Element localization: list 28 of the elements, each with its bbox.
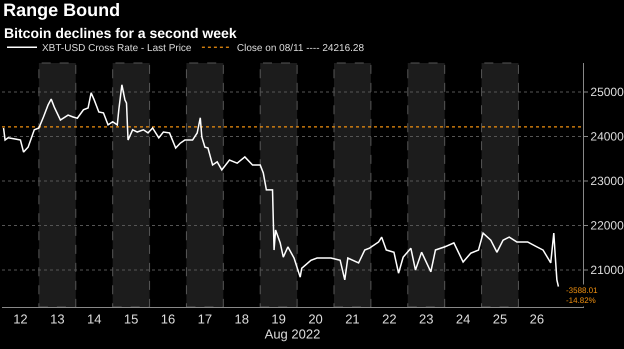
annotation: -3588.01 bbox=[566, 286, 598, 295]
x-tick-label: 22 bbox=[382, 312, 397, 327]
x-tick-label: 13 bbox=[50, 312, 65, 327]
x-tick-label: 21 bbox=[345, 312, 360, 327]
x-tick-label: 24 bbox=[456, 312, 470, 327]
x-tick-label: 17 bbox=[198, 312, 212, 327]
x-tick-label: 12 bbox=[13, 312, 28, 327]
x-tick-label: 18 bbox=[234, 312, 250, 327]
line-series bbox=[2, 84, 560, 288]
x-tick-label: 23 bbox=[418, 312, 434, 327]
x-tick-label: 16 bbox=[160, 312, 176, 327]
x-tick-label: 19 bbox=[271, 312, 286, 327]
y-tick-label: 25000 bbox=[590, 85, 624, 100]
x-tick-label: 26 bbox=[530, 312, 544, 327]
legend-label: XBT-USD Cross Rate - Last Price bbox=[42, 43, 192, 54]
x-tick-label: 15 bbox=[124, 312, 138, 327]
x-tick-label: 25 bbox=[492, 312, 508, 327]
annotation: -14.82% bbox=[566, 296, 596, 305]
legend-label: Close on 08/11 ---- 24216.28 bbox=[236, 43, 364, 54]
x-axis-title: Aug 2022 bbox=[264, 326, 320, 342]
x-tick-label: 20 bbox=[308, 312, 323, 327]
y-tick-label: 21000 bbox=[590, 263, 624, 278]
y-tick-label: 22000 bbox=[590, 218, 624, 233]
x-tick-label: 14 bbox=[86, 312, 102, 327]
chart-subtitle: Bitcoin declines for a second week bbox=[4, 25, 237, 41]
chart-title: Range Bound bbox=[3, 0, 120, 20]
y-tick-label: 23000 bbox=[590, 174, 624, 188]
y-tick-label: 24000 bbox=[590, 130, 624, 144]
